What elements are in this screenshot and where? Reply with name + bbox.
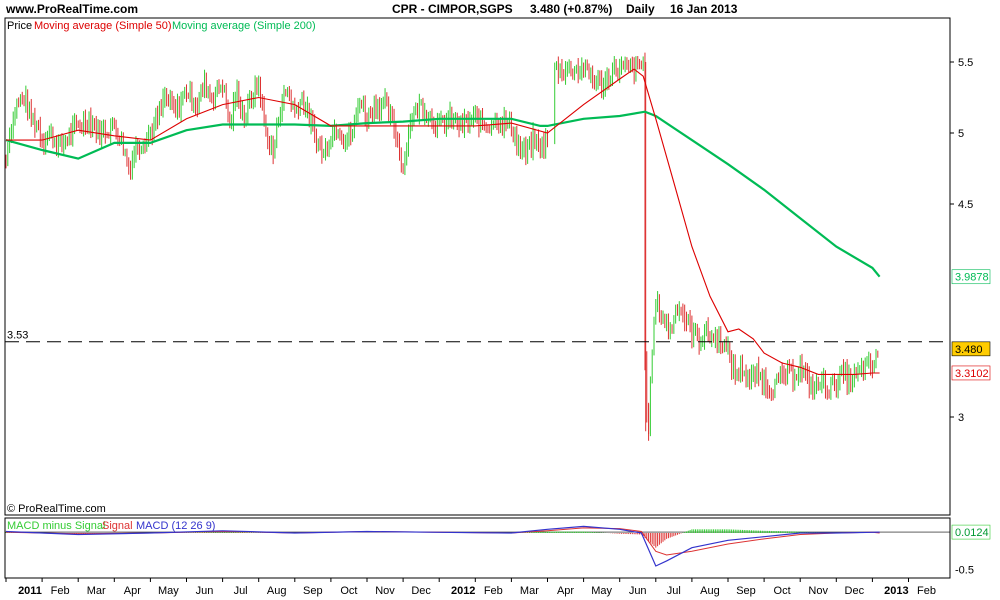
macd-legend-signal: Signal [102,520,133,532]
value-tag-box [951,269,991,285]
macd-legend-macd: MACD (12 26 9) [136,520,215,532]
macd-tick-label: 0.0124 [955,527,989,539]
x-tick-label: Sep [736,585,756,597]
x-tick-label: Dec [845,585,865,597]
x-tick-label: May [591,585,612,597]
x-tick-label: Apr [557,585,574,597]
value-tag-ma50: 3.3102 [955,368,989,380]
copyright-text: © ProRealTime.com [7,503,106,515]
x-tick-label: Oct [774,585,791,597]
date-label: 16 Jan 2013 [670,2,738,16]
macd-panel-frame [4,517,951,579]
resistance-label: 3.53 [7,330,28,342]
macd-value-box [951,524,991,540]
x-tick-label: Apr [124,585,141,597]
x-tick-label: Jun [196,585,214,597]
x-tick-label: Aug [267,585,287,597]
site-name[interactable]: www.ProRealTime.com [6,2,139,16]
x-tick-label: Oct [340,585,357,597]
price-axis: 5.5 5 4.5 3 3.53 3.9878 3.480 3.3102 [5,57,991,424]
macd-indicator: 0.0124 -0.5 [5,524,991,577]
period-label: Daily [626,2,655,16]
instrument-symbol: CPR - CIMPOR,SGPS [392,2,513,16]
x-tick-label: Mar [87,585,106,597]
x-tick-label: Nov [808,585,828,597]
y-tick-label: 3 [958,412,964,424]
value-tag-price: 3.480 [955,344,983,356]
value-tag-box [951,365,991,381]
ma50-line [6,68,880,375]
price-change: 3.480 (+0.87%) [530,2,613,16]
chart-header: www.ProRealTime.com CPR - CIMPOR,SGPS 3.… [0,0,1000,18]
time-axis: 2011 Feb Mar Apr May Jun Jul Aug Sep Oct Nov Dec 201… [5,578,936,597]
x-tick-label: 2011 [18,585,42,597]
macd-legend-hist: MACD minus Signal [7,520,105,532]
x-tick-label: Nov [375,585,395,597]
x-tick-label: May [158,585,179,597]
y-tick-label: 5.5 [958,57,973,69]
price-bars [5,52,879,441]
x-tick-label: 2012 [451,585,475,597]
legend-price: Price [7,20,32,32]
price-panel-frame [4,17,951,516]
value-tag-ma200: 3.9878 [955,272,989,284]
x-tick-label: 2013 [884,585,908,597]
x-tick-label: Feb [51,585,70,597]
y-tick-label: 4.5 [958,199,973,211]
x-tick-label: Sep [303,585,323,597]
legend-ma200: Moving average (Simple 200) [172,20,316,32]
x-tick-label: Jul [234,585,248,597]
macd-line [5,525,880,567]
x-tick-label: Feb [484,585,503,597]
x-tick-label: Jul [667,585,681,597]
ma200-line [5,110,881,278]
y-tick-label: 5 [958,128,964,140]
x-tick-label: Jun [629,585,647,597]
moving-average-lines [5,68,881,375]
x-tick-label: Feb [917,585,936,597]
legend-ma50: Moving average (Simple 50) [34,20,172,32]
macd-tick-label: -0.5 [955,565,974,577]
x-tick-label: Mar [520,585,539,597]
x-tick-label: Aug [700,585,720,597]
x-tick-label: Dec [411,585,431,597]
value-tag-box [951,341,991,357]
